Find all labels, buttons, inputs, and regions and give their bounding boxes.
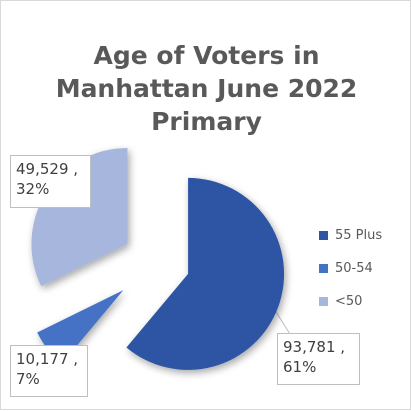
legend: 55 Plus 50-54 <50 xyxy=(319,226,409,325)
data-label-50-54-value: 10,177 , xyxy=(16,349,82,369)
data-label-55-plus-percent: 61% xyxy=(283,357,354,377)
pie-slice-55-plus xyxy=(126,178,284,370)
data-label-50-54: 10,177 , 7% xyxy=(10,345,88,397)
legend-label-55-plus: 55 Plus xyxy=(335,228,382,243)
legend-swatch-50-54 xyxy=(319,264,328,273)
legend-item-50-54: 50-54 xyxy=(319,259,409,277)
legend-swatch-under-50 xyxy=(319,297,328,306)
data-label-under-50-percent: 32% xyxy=(16,179,85,199)
legend-label-under-50: <50 xyxy=(335,294,362,309)
legend-swatch-55-plus xyxy=(319,231,328,240)
legend-item-55-plus: 55 Plus xyxy=(319,226,409,244)
legend-label-50-54: 50-54 xyxy=(335,261,373,276)
data-label-under-50-value: 49,529 , xyxy=(16,159,85,179)
data-label-under-50: 49,529 , 32% xyxy=(10,155,91,208)
legend-item-under-50: <50 xyxy=(319,292,409,310)
data-label-55-plus-value: 93,781 , xyxy=(283,337,354,357)
data-label-55-plus: 93,781 , 61% xyxy=(277,333,360,385)
data-label-50-54-percent: 7% xyxy=(16,369,82,389)
